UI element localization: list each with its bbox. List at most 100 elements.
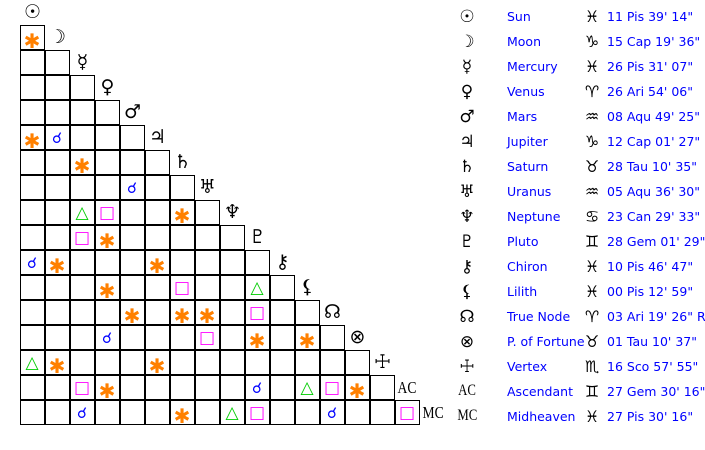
- aspect-cell: [119, 224, 145, 250]
- aspect-cell: [94, 174, 120, 200]
- aspect-cell: [344, 349, 370, 375]
- planet-row-saturn: ♄ Saturn ♉︎ 28 Tau 10' 35": [455, 155, 705, 180]
- planet-position: 00 Pis 12' 59": [607, 284, 694, 299]
- aspect-cell: □: [244, 299, 270, 325]
- aspect-cell: ✱: [194, 299, 220, 328]
- conjunction-icon: ☌: [76, 403, 88, 422]
- aspect-cell: [44, 299, 70, 325]
- planet-name: Sun: [507, 9, 531, 24]
- aspect-cell: [69, 274, 95, 300]
- aspect-cell: [369, 399, 395, 425]
- aspect-cell: [19, 399, 45, 425]
- aspect-cell: [44, 74, 70, 100]
- jupiter-icon: ♃: [459, 132, 475, 152]
- trine-icon: △: [250, 277, 264, 298]
- aspect-cell: [269, 374, 295, 400]
- square-icon: □: [398, 402, 416, 423]
- aspect-cell: ✱: [119, 299, 145, 328]
- vertex-glyph-icon: ☩: [373, 351, 392, 373]
- aspect-cell: △: [219, 399, 245, 425]
- pluto-icon: ♇: [459, 232, 475, 252]
- aspect-cell: [44, 149, 70, 175]
- aspect-cell: ☌: [94, 324, 120, 350]
- aspect-cell: ✱: [169, 299, 195, 328]
- zodiac-sign-icon: ♑︎: [584, 132, 600, 151]
- sextile-icon: ✱: [173, 303, 191, 328]
- planet-row-uranus: ♅ Uranus ♒︎ 05 Aqu 36' 30": [455, 180, 705, 205]
- aspect-cell: ✱: [169, 199, 195, 228]
- aspect-cell: [169, 324, 195, 350]
- sun-glyph-icon: ☉: [23, 1, 42, 23]
- conjunction-icon: ☌: [101, 328, 113, 347]
- sextile-icon: ✱: [173, 403, 191, 428]
- aspect-cell: ✱: [94, 274, 120, 303]
- mercury-glyph-icon: ☿: [76, 51, 89, 73]
- aspect-cell: ☌: [44, 124, 70, 150]
- aspect-cell: [169, 374, 195, 400]
- aspect-cell: [44, 374, 70, 400]
- zodiac-sign-icon: ♊︎: [584, 232, 600, 251]
- aspect-cell: [194, 249, 220, 275]
- sextile-icon: ✱: [198, 303, 216, 328]
- zodiac-sign-icon: ♒︎: [584, 107, 600, 126]
- sextile-icon: ✱: [98, 228, 116, 253]
- aspect-cell: [194, 349, 220, 375]
- aspect-cell: [119, 274, 145, 300]
- sextile-icon: ✱: [23, 28, 41, 53]
- planet-row-moon: ☽ Moon ♑︎ 15 Cap 19' 36": [455, 30, 705, 55]
- aspect-cell: [344, 399, 370, 425]
- square-icon: □: [323, 377, 341, 398]
- aspect-cell: [144, 324, 170, 350]
- square-icon: □: [198, 327, 216, 348]
- zodiac-sign-icon: ♈︎: [584, 307, 600, 326]
- aspect-cell: [294, 349, 320, 375]
- aspect-cell: □: [94, 199, 120, 225]
- sun-icon: ☉: [459, 7, 475, 27]
- aspect-cell: [44, 49, 70, 75]
- aspect-cell: [219, 299, 245, 325]
- aspect-cell: □: [194, 324, 220, 350]
- aspect-cell: □: [319, 374, 345, 400]
- aspect-cell: [269, 399, 295, 425]
- true-node-icon: ☊: [459, 307, 475, 327]
- aspect-cell: [119, 374, 145, 400]
- aspect-cell: [219, 374, 245, 400]
- square-icon: □: [248, 402, 266, 423]
- aspect-cell: [194, 399, 220, 425]
- planet-position: 05 Aqu 36' 30": [607, 184, 701, 199]
- aspect-cell: [169, 224, 195, 250]
- aspect-cell: △: [244, 274, 270, 300]
- mars-glyph-icon: ♂: [123, 101, 142, 123]
- sextile-icon: ✱: [173, 203, 191, 228]
- aspect-cell: [244, 249, 270, 275]
- planet-row-p-of-fortune: ⊗ P. of Fortune ♉︎ 01 Tau 10' 37": [455, 330, 705, 355]
- aspect-cell: [44, 174, 70, 200]
- zodiac-sign-icon: ♒︎: [584, 182, 600, 201]
- aspect-cell: [44, 224, 70, 250]
- aspect-cell: [19, 324, 45, 350]
- aspect-cell: [44, 399, 70, 425]
- chiron-glyph-icon: ⚷: [275, 251, 290, 273]
- planet-name: Neptune: [507, 209, 561, 224]
- planet-name: Mars: [507, 109, 538, 124]
- aspect-cell: [19, 149, 45, 175]
- uranus-glyph-icon: ♅: [198, 176, 217, 198]
- aspect-cell: [119, 399, 145, 425]
- aspect-cell: [169, 174, 195, 200]
- aspect-cell: ☌: [69, 399, 95, 425]
- aspect-cell: [19, 224, 45, 250]
- chiron-icon: ⚷: [460, 257, 474, 277]
- true-node-glyph-icon: ☊: [324, 301, 341, 323]
- aspect-cell: [69, 299, 95, 325]
- zodiac-sign-icon: ♈︎: [584, 82, 600, 101]
- aspect-cell: [119, 324, 145, 350]
- planet-position: 28 Tau 10' 35": [607, 159, 697, 174]
- aspect-cell: [19, 99, 45, 125]
- aspect-cell: [144, 374, 170, 400]
- zodiac-sign-icon: ♓︎: [584, 7, 600, 26]
- sextile-icon: ✱: [98, 278, 116, 303]
- aspect-cell: [144, 274, 170, 300]
- aspect-cell: [194, 374, 220, 400]
- aspect-cell: [19, 374, 45, 400]
- midheaven-icon: MC: [457, 407, 478, 424]
